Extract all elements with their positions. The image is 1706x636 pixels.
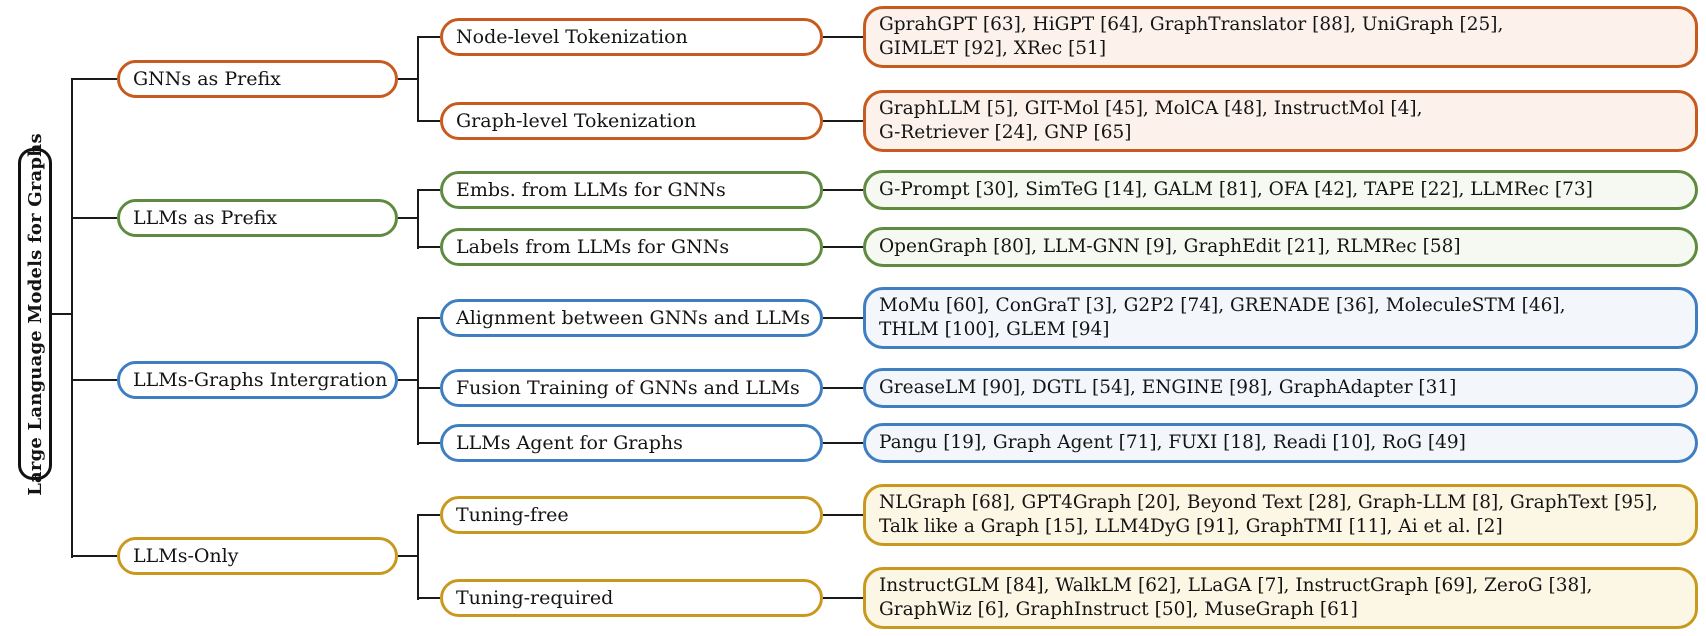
category-node-embs-from-llms: Embs. from LLMs for GNNs	[440, 171, 823, 209]
connector-child-6	[417, 387, 440, 389]
branch-node-llms-only: LLMs-Only	[117, 537, 398, 575]
papers-box-tuning-free: NLGraph [68], GPT4Graph [20], Beyond Tex…	[863, 484, 1698, 546]
connector-papers-9	[823, 597, 863, 599]
papers-box-node-level-tokenization: GprahGPT [63], HiGPT [64], GraphTranslat…	[863, 6, 1698, 68]
connector-child-1	[417, 36, 440, 38]
papers-line: GIMLET [92], XRec [51]	[879, 38, 1107, 59]
category-node-tuning-free: Tuning-free	[440, 496, 823, 534]
connector-papers-1	[823, 36, 863, 38]
category-label: Tuning-required	[456, 587, 614, 609]
connector-branch-gnns	[71, 78, 117, 80]
category-label: Tuning-free	[456, 504, 569, 526]
category-node-alignment-gnns-llms: Alignment between GNNs and LLMs	[440, 299, 823, 337]
connector-stub-llms-only	[398, 555, 418, 557]
papers-line: GprahGPT [63], HiGPT [64], GraphTranslat…	[879, 14, 1504, 35]
branch-label: LLMs-Only	[133, 545, 239, 567]
category-label: Fusion Training of GNNs and LLMs	[456, 377, 800, 399]
connector-papers-6	[823, 387, 863, 389]
branch-label: GNNs as Prefix	[133, 68, 281, 90]
connector-vertical-llms-only	[417, 514, 419, 600]
category-node-tuning-required: Tuning-required	[440, 579, 823, 617]
branch-node-gnns-as-prefix: GNNs as Prefix	[117, 60, 398, 98]
connector-child-5	[417, 317, 440, 319]
connector-vertical-llms-graphs	[417, 317, 419, 445]
category-label: Alignment between GNNs and LLMs	[456, 307, 810, 329]
category-label: Labels from LLMs for GNNs	[456, 236, 730, 258]
papers-line: Pangu [19], Graph Agent [71], FUXI [18],…	[879, 432, 1466, 453]
branch-label: LLMs as Prefix	[133, 207, 278, 229]
category-label: Node-level Tokenization	[456, 26, 688, 48]
category-node-labels-from-llms: Labels from LLMs for GNNs	[440, 228, 823, 266]
papers-line: GreaseLM [90], DGTL [54], ENGINE [98], G…	[879, 377, 1457, 398]
connector-papers-2	[823, 120, 863, 122]
connector-child-3	[417, 189, 440, 191]
papers-line: Talk like a Graph [15], LLM4DyG [91], Gr…	[879, 516, 1503, 537]
category-node-graph-level-tokenization: Graph-level Tokenization	[440, 102, 823, 140]
root-node: Large Language Models for Graphs	[18, 133, 52, 495]
connector-papers-5	[823, 317, 863, 319]
connector-child-9	[417, 597, 440, 599]
connector-vertical-llms-prefix	[417, 189, 419, 249]
connector-child-2	[417, 120, 440, 122]
papers-box-labels-from-llms: OpenGraph [80], LLM-GNN [9], GraphEdit […	[863, 227, 1698, 267]
category-node-node-level-tokenization: Node-level Tokenization	[440, 18, 823, 56]
papers-line: G-Retriever [24], GNP [65]	[879, 122, 1132, 143]
category-node-llms-agent: LLMs Agent for Graphs	[440, 424, 823, 462]
connector-root-trunk	[52, 313, 71, 315]
connector-stub-gnns	[398, 78, 418, 80]
branch-node-llms-as-prefix: LLMs as Prefix	[117, 199, 398, 237]
papers-line: InstructGLM [84], WalkLM [62], LLaGA [7]…	[879, 575, 1593, 596]
papers-box-embs-from-llms: G-Prompt [30], SimTeG [14], GALM [81], O…	[863, 170, 1698, 210]
connector-papers-3	[823, 189, 863, 191]
papers-line: GraphLLM [5], GIT-Mol [45], MolCA [48], …	[879, 98, 1423, 119]
papers-line: THLM [100], GLEM [94]	[879, 319, 1110, 340]
papers-line: MoMu [60], ConGraT [3], G2P2 [74], GRENA…	[879, 295, 1566, 316]
branch-node-llms-graphs-integration: LLMs-Graphs Intergration	[117, 361, 398, 399]
papers-line: GraphWiz [6], GraphInstruct [50], MuseGr…	[879, 599, 1358, 620]
papers-box-llms-agent: Pangu [19], Graph Agent [71], FUXI [18],…	[863, 423, 1698, 463]
papers-box-fusion-training: GreaseLM [90], DGTL [54], ENGINE [98], G…	[863, 368, 1698, 408]
category-label: Graph-level Tokenization	[456, 110, 697, 132]
papers-box-tuning-required: InstructGLM [84], WalkLM [62], LLaGA [7]…	[863, 567, 1698, 629]
papers-line: OpenGraph [80], LLM-GNN [9], GraphEdit […	[879, 236, 1461, 257]
category-label: Embs. from LLMs for GNNs	[456, 179, 726, 201]
papers-box-alignment-gnns-llms: MoMu [60], ConGraT [3], G2P2 [74], GRENA…	[863, 287, 1698, 349]
root-label: Large Language Models for Graphs	[24, 132, 46, 496]
papers-line: NLGraph [68], GPT4Graph [20], Beyond Tex…	[879, 492, 1658, 513]
connector-branch-llms-graphs	[71, 379, 117, 381]
branch-label: LLMs-Graphs Intergration	[133, 369, 388, 391]
papers-line: G-Prompt [30], SimTeG [14], GALM [81], O…	[879, 179, 1593, 200]
connector-branch-llms-only	[71, 555, 117, 557]
connector-vertical-gnns	[417, 36, 419, 122]
connector-papers-8	[823, 514, 863, 516]
connector-trunk	[71, 78, 73, 558]
connector-child-4	[417, 246, 440, 248]
connector-branch-llms-prefix	[71, 217, 117, 219]
papers-box-graph-level-tokenization: GraphLLM [5], GIT-Mol [45], MolCA [48], …	[863, 90, 1698, 152]
connector-papers-7	[823, 442, 863, 444]
connector-stub-llms-graphs	[398, 379, 418, 381]
category-label: LLMs Agent for Graphs	[456, 432, 683, 454]
connector-papers-4	[823, 246, 863, 248]
connector-stub-llms-prefix	[398, 217, 418, 219]
category-node-fusion-training: Fusion Training of GNNs and LLMs	[440, 369, 823, 407]
connector-child-7	[417, 442, 440, 444]
connector-child-8	[417, 514, 440, 516]
